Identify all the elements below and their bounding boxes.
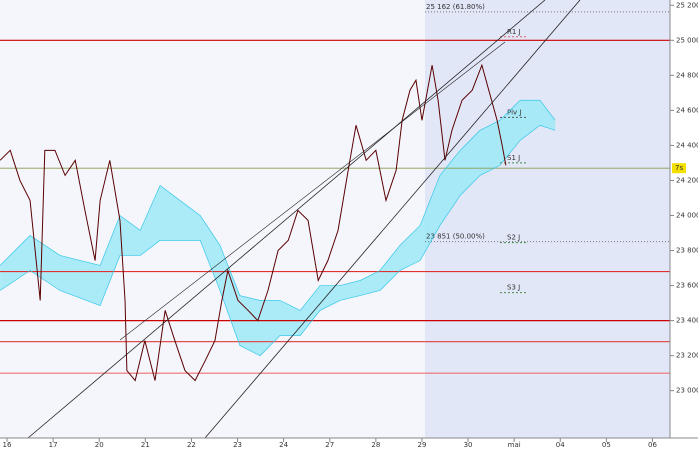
x-tick-label: 06 — [648, 441, 657, 449]
x-tick-label: 27 — [325, 441, 334, 449]
pivot-label: Piv J — [507, 108, 521, 116]
x-tick-label: 05 — [602, 441, 611, 449]
y-tick-label: 24 400 — [676, 141, 698, 149]
y-tick-label: 23 000 — [676, 387, 698, 395]
x-tick-label: 29 — [417, 441, 426, 449]
cloud-edge — [0, 99, 556, 311]
x-tick-label: 21 — [141, 441, 150, 449]
y-tick-label: 24 000 — [676, 211, 698, 219]
y-tick-label: 24 600 — [676, 106, 698, 114]
fib-label: 25 162 (61.80%) — [426, 3, 485, 11]
pivot-label: S1 J — [507, 154, 520, 162]
x-tick-label: 04 — [556, 441, 565, 449]
x-tick-label: 30 — [464, 441, 473, 449]
y-tick-label: 25 200 — [676, 1, 698, 9]
trend-line — [27, 0, 546, 439]
fib-label: 23 851 (50.00%) — [426, 233, 485, 241]
y-tick-label: 23 600 — [676, 282, 698, 290]
x-tick-label: 17 — [49, 441, 58, 449]
x-tick-label: 24 — [279, 441, 288, 449]
y-tick-label: 24 200 — [676, 176, 698, 184]
price-line-series — [0, 63, 507, 382]
pivot-label: S2 J — [507, 234, 520, 242]
pivot-label: S3 J — [507, 284, 520, 292]
price-marker-label: 7s — [675, 164, 683, 172]
x-tick-label: 28 — [371, 441, 380, 449]
y-tick-label: 24 800 — [676, 71, 698, 79]
cloud-edge — [0, 124, 556, 357]
x-tick-label: 20 — [95, 441, 104, 449]
x-tick-label: mai — [508, 441, 521, 449]
y-tick-label: 23 400 — [676, 317, 698, 325]
price-marker — [672, 163, 686, 174]
x-tick-label: 23 — [233, 441, 242, 449]
trend-line — [204, 0, 581, 439]
pivot-label: R1 J — [507, 28, 521, 36]
y-tick-label: 23 800 — [676, 247, 698, 255]
y-tick-label: 25 000 — [676, 36, 698, 44]
y-tick-label: 23 200 — [676, 352, 698, 360]
trend-line — [119, 41, 506, 341]
forecast-zone — [425, 0, 670, 438]
cloud-fill — [0, 100, 556, 356]
x-tick-label: 22 — [187, 441, 196, 449]
x-tick-label: 16 — [3, 441, 12, 449]
